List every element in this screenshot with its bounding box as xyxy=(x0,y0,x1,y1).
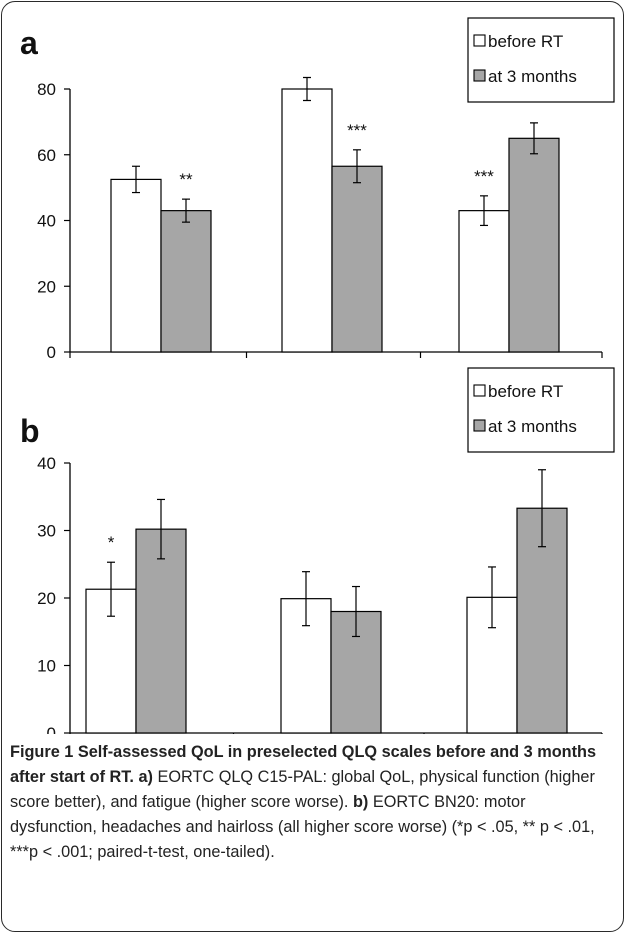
y-tick-label: 0 xyxy=(47,724,56,734)
significance-marker: *** xyxy=(474,167,494,186)
bar-before-global xyxy=(110,178,162,353)
y-tick-label: 60 xyxy=(37,146,56,165)
caption-b-label: b) xyxy=(352,793,369,811)
legend-swatch-after xyxy=(473,419,486,432)
chart-panel-b: 010203040Motor dysfunctionHeadacheHairlo… xyxy=(20,367,615,734)
caption-b-text: EORTC BN20: motor dysfunction, headaches… xyxy=(10,793,595,861)
bar-before-fatigue xyxy=(458,210,510,353)
y-tick-label: 30 xyxy=(37,522,56,541)
y-tick-label: 0 xyxy=(47,343,56,362)
y-tick-label: 40 xyxy=(37,454,56,473)
y-tick-label: 10 xyxy=(37,657,56,676)
legend-box xyxy=(467,367,615,453)
legend-swatch-after xyxy=(473,69,486,82)
caption-title: Figure 1 Self-assessed QoL in preselecte… xyxy=(10,743,597,786)
y-tick-label: 20 xyxy=(37,277,56,296)
bar-after-physical-function xyxy=(331,165,383,353)
bar-before-physical-function xyxy=(281,88,333,353)
y-tick-label: 80 xyxy=(37,80,56,99)
caption-a-text: EORTC QLQ C15-PAL: global QoL, physical … xyxy=(10,768,595,811)
significance-marker: ** xyxy=(179,170,193,189)
chart-panel-a: 020406080GlobalPhysical functionFatigue*… xyxy=(20,17,615,362)
bar-after-global xyxy=(160,210,212,353)
bar-after-fatigue xyxy=(508,137,560,353)
significance-marker: *** xyxy=(347,121,367,140)
legend-swatch-before xyxy=(473,34,486,47)
bar-after-motor-dysfunction xyxy=(135,528,187,734)
legend-swatch-before xyxy=(473,384,486,397)
y-tick-label: 20 xyxy=(37,589,56,608)
y-tick-label: 40 xyxy=(37,212,56,231)
legend-label-after: at 3 months xyxy=(488,417,577,436)
legend-label-after: at 3 months xyxy=(488,67,577,86)
legend-label-before: before RT xyxy=(488,32,563,51)
caption-a-label: a) xyxy=(138,768,153,786)
panel-letter: a xyxy=(20,25,38,61)
figure-caption: Figure 1 Self-assessed QoL in preselecte… xyxy=(10,740,616,865)
legend-label-before: before RT xyxy=(488,382,563,401)
legend-box xyxy=(467,17,615,103)
panel-letter: b xyxy=(20,413,40,449)
significance-marker: * xyxy=(108,533,115,552)
